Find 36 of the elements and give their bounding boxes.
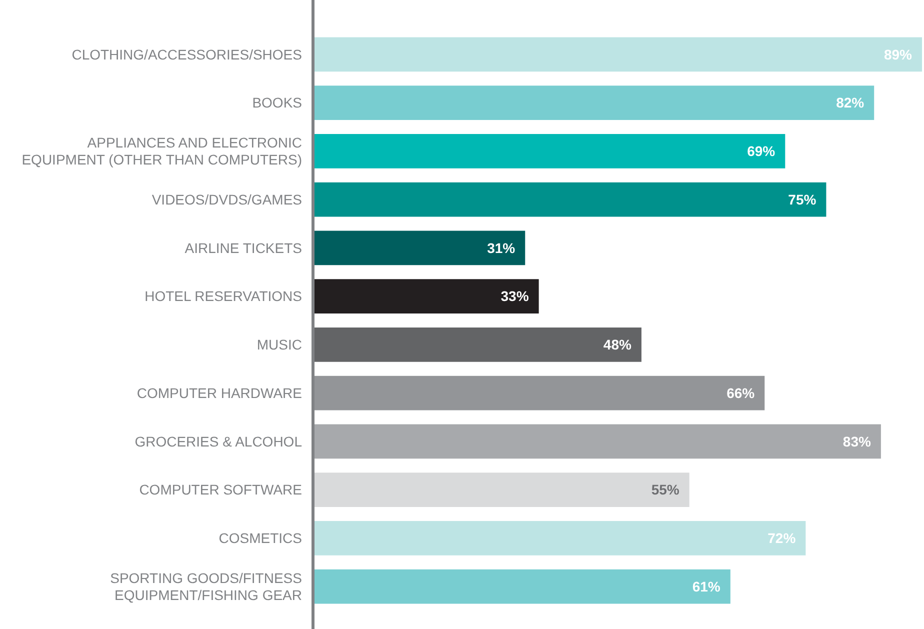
data-label: 48% bbox=[603, 336, 632, 353]
y-tick-label: APPLIANCES AND ELECTRONIC EQUIPMENT (OTHER THAN COMPUTERS) bbox=[22, 134, 302, 168]
data-label: 55% bbox=[651, 482, 680, 498]
bar bbox=[313, 37, 922, 72]
y-tick-label: AIRLINE TICKETS bbox=[184, 240, 302, 256]
data-label: 61% bbox=[692, 578, 721, 594]
data-label: 83% bbox=[842, 433, 872, 450]
data-label: 66% bbox=[726, 384, 756, 401]
bar bbox=[313, 182, 826, 217]
y-tick-label: SPORTING GOODS/FITNESS EQUIPMENT/FISHING GEAR bbox=[110, 570, 302, 603]
bar bbox=[313, 86, 874, 120]
y-tick-label: COMPUTER HARDWARE bbox=[136, 384, 302, 401]
bar bbox=[313, 472, 690, 507]
data-label: 69% bbox=[747, 143, 776, 160]
y-tick-label: COSMETICS bbox=[218, 530, 302, 546]
bar bbox=[313, 134, 786, 168]
y-tick-label: COMPUTER SOFTWARE bbox=[139, 482, 302, 498]
bar bbox=[313, 569, 730, 604]
data-label: 31% bbox=[487, 240, 516, 256]
data-label: 75% bbox=[788, 191, 817, 208]
y-tick-label: MUSIC bbox=[256, 336, 302, 353]
data-label: 82% bbox=[836, 94, 865, 111]
bar bbox=[313, 424, 881, 459]
y-tick-label: VIDEOS/DVDS/GAMES bbox=[152, 191, 302, 208]
y-tick-label: HOTEL RESERVATIONS bbox=[144, 288, 302, 304]
bar bbox=[313, 376, 765, 410]
bar bbox=[313, 521, 806, 556]
y-tick-label: GROCERIES & ALCOHOL bbox=[134, 433, 302, 450]
bar bbox=[313, 230, 526, 266]
data-label: 72% bbox=[768, 530, 796, 546]
data-label: 89% bbox=[884, 46, 913, 62]
bar bbox=[313, 279, 539, 314]
bar bbox=[313, 328, 642, 362]
y-tick-label: BOOKS bbox=[252, 94, 302, 111]
y-tick-label: CLOTHING/ACCESSORIES/SHOES bbox=[72, 46, 302, 62]
data-label: 33% bbox=[500, 288, 530, 304]
